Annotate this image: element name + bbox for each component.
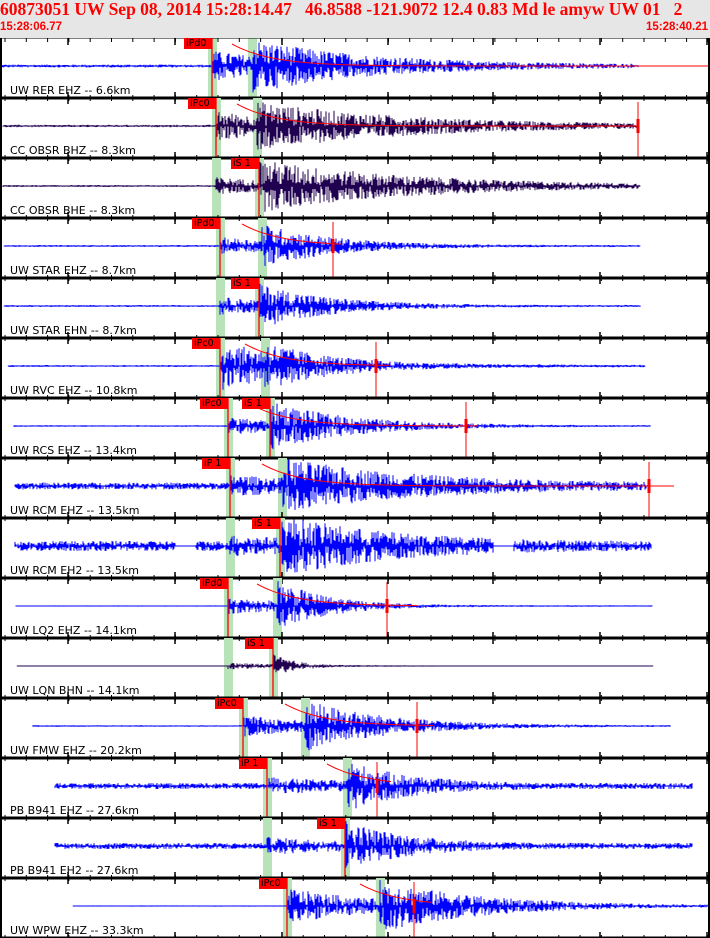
waveform [2, 162, 641, 212]
waveform-plot [0, 37, 710, 938]
coda-end-marker-box [636, 119, 640, 133]
waveform [32, 703, 671, 751]
waveform [13, 401, 651, 450]
trace-label: UW RVC EHZ -- 10.8km [10, 384, 138, 397]
trace-label: UW LQ2 EHZ -- 14.1km [10, 624, 137, 637]
time-start: 15:28:06.77 [0, 21, 63, 33]
coda-curve [256, 583, 417, 607]
waveform [54, 821, 693, 868]
coda-curve [249, 403, 478, 427]
s-pick-tag[interactable]: iS 1 [317, 818, 345, 829]
s-pick-tag[interactable]: iS 1 [245, 638, 273, 649]
waveform [14, 459, 651, 510]
coda-end-marker-box [647, 479, 651, 493]
trace-label: UW RER EHZ -- 6.6km [10, 84, 131, 97]
p-pick-tag[interactable]: iP 1 [202, 458, 230, 469]
coda-curve [284, 703, 434, 726]
coda-end-marker-box [331, 239, 335, 253]
s-pick-tag[interactable]: iS 1 [242, 398, 270, 409]
waveform [15, 581, 653, 626]
coda-end-marker-box [375, 779, 379, 793]
waveform [7, 346, 646, 390]
s-pick-tag[interactable]: iS 1 [252, 518, 280, 529]
s-pick-tag[interactable]: iS 1 [231, 278, 259, 289]
p-pick-tag[interactable]: iPd0 [184, 38, 212, 49]
waveform [3, 225, 641, 266]
p-pick-tag[interactable]: iPd0 [192, 218, 220, 229]
p-pick-tag[interactable]: iP 1 [239, 758, 267, 769]
coda-end-marker-box [412, 899, 416, 913]
trace-label: UW RCM EHZ -- 13.5km [10, 504, 140, 517]
trace-label: UW LQN BHN -- 14.1km [10, 684, 140, 697]
p-pick-tag[interactable]: iPc0 [200, 398, 228, 409]
waveform [14, 519, 652, 573]
coda-curve [244, 343, 390, 366]
trace-label: PB B941 EHZ -- 27.6km [10, 804, 139, 817]
p-pick-tag[interactable]: iPc0 [192, 338, 220, 349]
waveform [3, 283, 641, 325]
waveform [72, 880, 710, 930]
trace-label: UW STAR EHN -- 8.7km [10, 324, 137, 337]
coda-curve [236, 103, 637, 127]
coda-curve [241, 223, 343, 245]
waveform [16, 654, 654, 674]
trace-label: CC OBSR BHE -- 8.3km [10, 204, 136, 217]
coda-curve [359, 883, 433, 903]
event-header: 60873051 UW Sep 08, 2014 15:28:14.47 46.… [0, 0, 710, 38]
coda-curve [261, 463, 674, 487]
coda-end-marker-box [374, 359, 378, 373]
p-pick-tag[interactable]: iPd0 [200, 578, 228, 589]
p-pick-tag[interactable]: iPc0 [188, 98, 216, 109]
event-title: 60873051 UW Sep 08, 2014 15:28:14.47 46.… [0, 0, 683, 19]
waveform [54, 763, 693, 809]
p-pick-tag[interactable]: iPc0 [215, 698, 243, 709]
trace-panels: iPd0 UW RER EHZ -- 6.6km iPc0 CC OBSR BHZ -… [0, 37, 710, 938]
trace-label: CC OBSR BHZ -- 8.3km [10, 144, 136, 157]
trace-label: UW RCM EH2 -- 13.5km [10, 564, 139, 577]
coda-end-marker-box [385, 599, 389, 613]
trace-label: UW RCS EHZ -- 13.4km [10, 444, 137, 457]
s-pick-tag[interactable]: iS 1 [231, 158, 259, 169]
time-end: 15:28:40.21 [645, 21, 708, 33]
trace-label: UW STAR EHZ -- 8.7km [10, 264, 137, 277]
coda-end-marker-box [464, 419, 468, 433]
coda-end-marker-box [415, 719, 419, 733]
coda-curve [326, 763, 392, 783]
trace-label: PB B941 EH2 -- 27.6km [10, 864, 139, 877]
p-pick-tag[interactable]: iPc0 [259, 878, 287, 889]
trace-label: UW FMW EHZ -- 20.2km [10, 744, 142, 757]
waveform [2, 102, 639, 150]
trace-label: UW WPW EHZ -- 33.3km [10, 924, 144, 937]
coda-curve [231, 43, 708, 67]
